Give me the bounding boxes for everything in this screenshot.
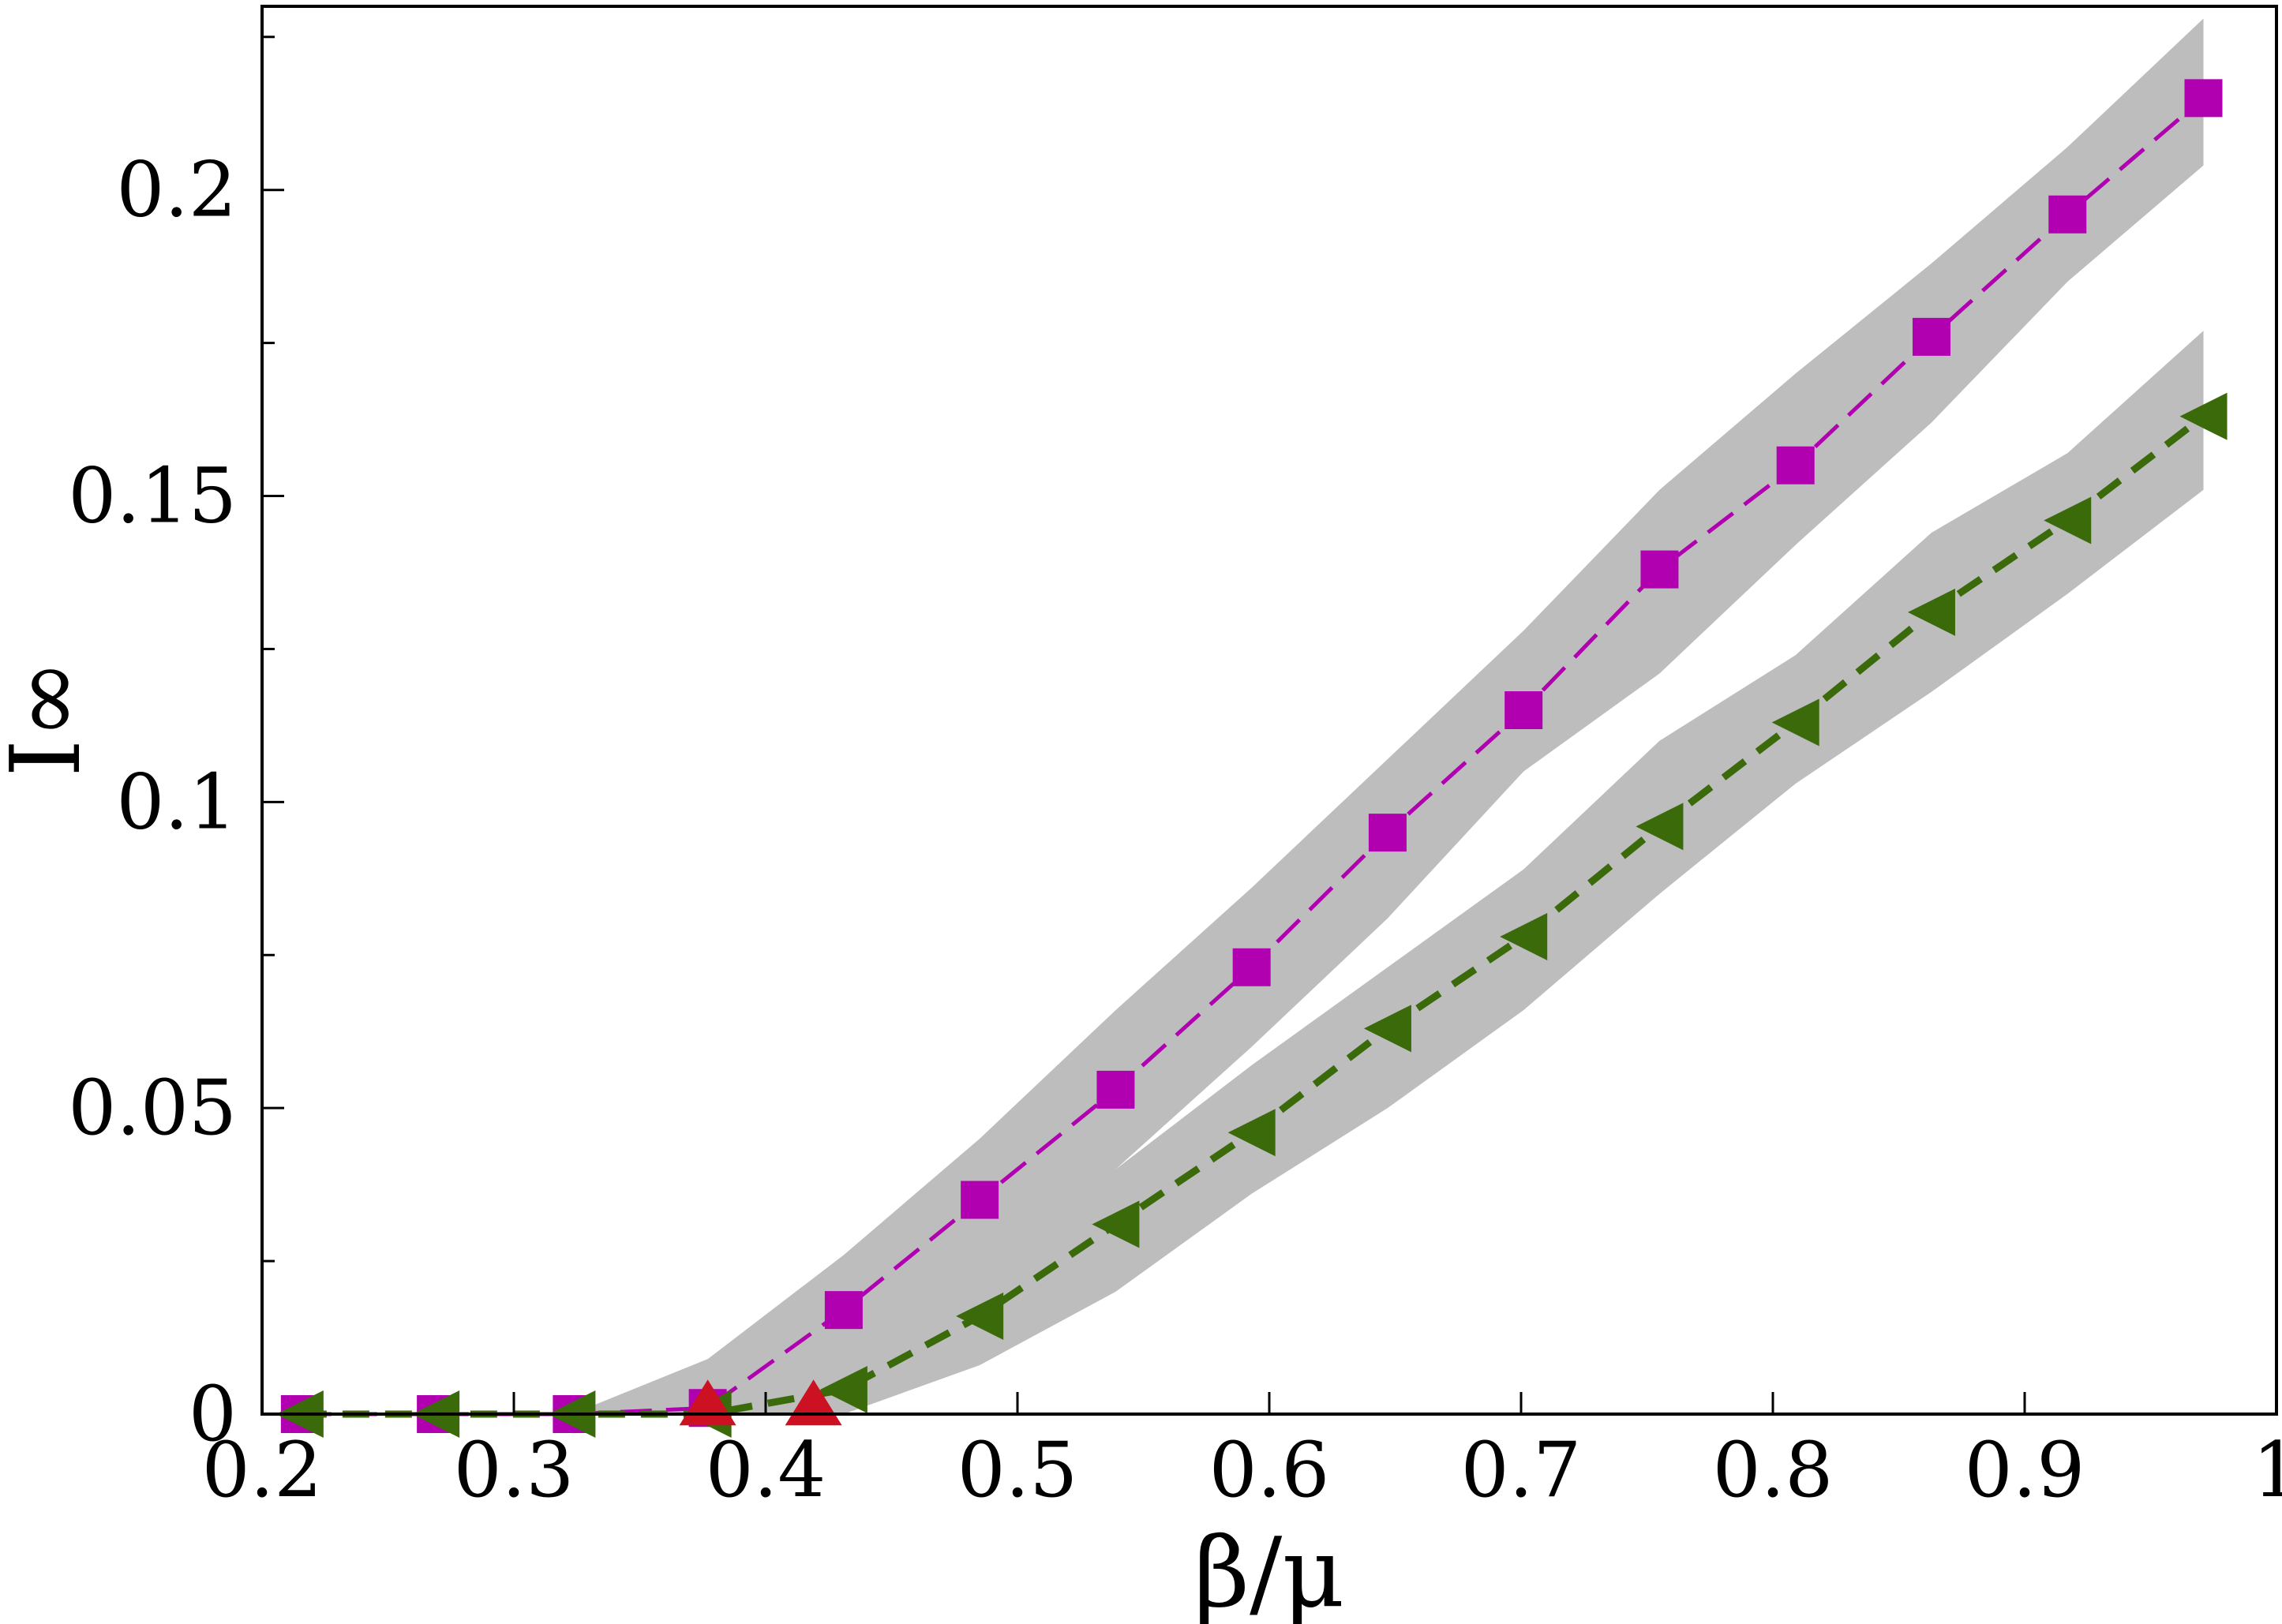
confidence-bands [299, 18, 2204, 1414]
square-marker [961, 1181, 999, 1219]
y-tick-label: 0 [189, 1370, 237, 1458]
plot-frame [260, 5, 2278, 1416]
triangle-marker [1363, 1005, 1411, 1053]
square-marker [1640, 550, 1679, 589]
y-tick-labels: 0 0.05 0.1 0.15 0.2 [68, 146, 237, 1458]
x-tick-label: 0.6 [1209, 1426, 1330, 1514]
square-marker [2048, 195, 2087, 234]
triangle-marker [1227, 1109, 1276, 1157]
triangle-marker [2179, 392, 2228, 440]
triangle-marker [956, 1292, 1004, 1340]
x-tick-label: 0.2 [202, 1426, 323, 1514]
x-tick-label: 0.8 [1713, 1426, 1834, 1514]
triangle-marker [1636, 803, 1684, 851]
triangle-marker [2044, 496, 2092, 544]
square-marker [2184, 79, 2223, 118]
band-series-2 [299, 331, 2204, 1414]
x-tick-label: 0.7 [1461, 1426, 1582, 1514]
x-tick-label: 0.5 [957, 1426, 1078, 1514]
triangle-marker [1907, 588, 1955, 636]
triangle-marker [1500, 912, 1548, 960]
y-tick-label: 0.2 [116, 146, 237, 234]
triangle-marker [1092, 1200, 1140, 1248]
square-marker [1096, 1070, 1135, 1109]
triangle-marker [819, 1365, 867, 1413]
axis-ticks [260, 36, 2278, 1416]
x-tick-label: 1 [2252, 1426, 2282, 1514]
x-tick-label: 0.9 [1965, 1426, 2085, 1514]
y-tick-label: 0.1 [116, 758, 237, 846]
square-marker [1504, 691, 1543, 729]
x-tick-label: 0.4 [706, 1426, 826, 1514]
x-axis-label: β/μ [1194, 1517, 1345, 1624]
band-series-1 [299, 18, 2204, 1414]
y-axis-label: I∞ [0, 659, 102, 777]
square-marker [824, 1291, 863, 1330]
triangle-marker [1771, 698, 1819, 747]
y-tick-label: 0.05 [68, 1064, 237, 1152]
x-tick-label: 0.3 [454, 1426, 575, 1514]
square-marker [1776, 446, 1815, 485]
square-marker [1368, 814, 1407, 852]
square-marker [1232, 948, 1271, 986]
square-marker [1912, 317, 1950, 356]
x-tick-labels: 0.2 0.3 0.4 0.5 0.6 0.7 0.8 0.9 1 [202, 1426, 2282, 1514]
y-tick-label: 0.15 [68, 452, 237, 541]
